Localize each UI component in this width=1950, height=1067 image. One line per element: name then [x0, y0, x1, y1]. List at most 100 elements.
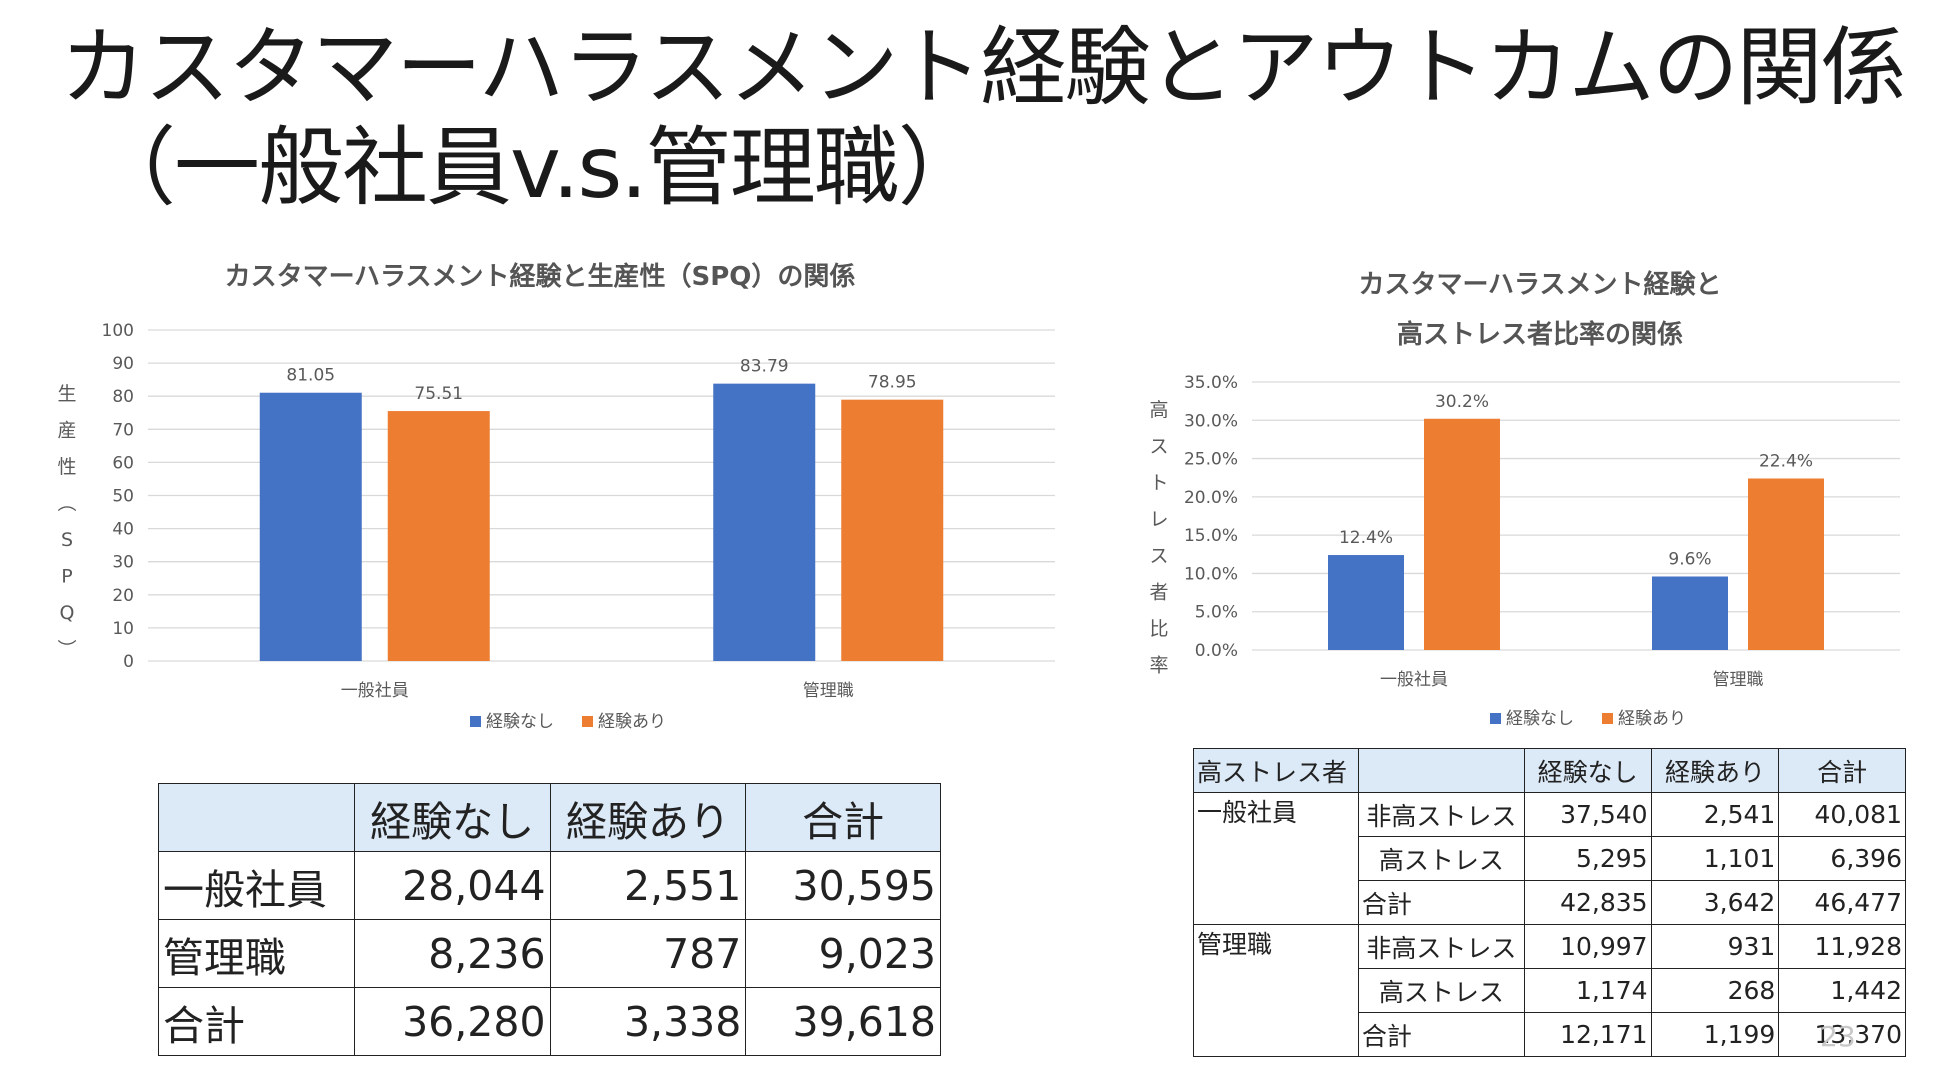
y-tick-label: 90 — [112, 354, 134, 374]
y-axis-label-char: ス — [1149, 436, 1168, 458]
legend-swatch — [1602, 713, 1613, 724]
bar — [1328, 555, 1404, 650]
category-label: 管理職 — [1713, 670, 1764, 690]
legend-label: 経験あり — [1618, 709, 1686, 729]
table-cell: 1,199 — [1650, 1012, 1780, 1057]
y-axis-label-char: S — [61, 529, 73, 551]
table-cell: 1,442 — [1778, 968, 1906, 1013]
table-cell: 合計 — [1357, 880, 1525, 925]
legend-swatch — [582, 716, 593, 727]
bar — [387, 411, 490, 661]
table-row: 合計 42,835 3,642 46,477 — [1194, 880, 1906, 925]
table-cell: 1,101 — [1650, 836, 1780, 881]
y-tick-label: 35.0% — [1184, 373, 1238, 393]
table-cell: 高ストレス — [1357, 968, 1525, 1013]
table-row: 高ストレス 1,174 268 1,442 — [1194, 968, 1906, 1013]
y-tick-label: 30.0% — [1184, 411, 1238, 431]
legend-swatch — [470, 716, 481, 727]
y-axis-label-char: 生 — [57, 383, 76, 405]
chart2-title-line1: カスタマーハラスメント経験と — [1358, 270, 1722, 300]
y-tick-label: 70 — [112, 420, 134, 440]
slide-title-line1: カスタマーハラスメント経験とアウトカムの関係 — [60, 18, 1907, 118]
y-tick-label: 40 — [112, 520, 134, 540]
table-row: 合計 12,171 1,199 13,370 — [1194, 1012, 1906, 1057]
data-label: 12.4% — [1339, 528, 1393, 548]
table-header-cell: 経験あり — [549, 783, 747, 852]
chart2-title-line2: 高ストレス者比率の関係 — [1396, 320, 1683, 350]
bar — [713, 383, 816, 661]
bar — [1652, 576, 1728, 650]
table-cell: 管理職 — [158, 919, 355, 988]
y-tick-label: 10 — [112, 619, 134, 639]
bar — [259, 392, 362, 661]
table-group-label: 管理職 — [1193, 924, 1359, 1057]
table-cell: 787 — [549, 919, 747, 988]
table-header-cell: 経験なし — [353, 783, 551, 852]
legend-label: 経験なし — [1506, 709, 1574, 729]
table-row: 高ストレス 5,295 1,101 6,396 — [1194, 836, 1906, 881]
table-header-row: 高ストレス者 経験なし 経験あり 合計 — [1193, 748, 1906, 793]
table-cell: 高ストレス — [1357, 836, 1525, 881]
y-axis-label-char: ） — [55, 639, 77, 658]
table-header-row: 経験なし 経験あり 合計 — [158, 783, 941, 852]
y-tick-label: 60 — [112, 453, 134, 473]
table-high-stress-counts: 高ストレス者 経験なし 経験あり 合計 一般社員 非高ストレス 37,540 2… — [1193, 748, 1906, 1057]
table-row: 合計 36,280 3,338 39,618 — [158, 987, 941, 1056]
y-axis-label-char: （ — [55, 493, 77, 512]
legend-label: 経験あり — [598, 712, 666, 732]
legend-label: 経験なし — [486, 712, 554, 732]
y-tick-label: 10.0% — [1184, 564, 1238, 584]
bar — [1424, 418, 1500, 650]
data-label: 9.6% — [1668, 549, 1711, 569]
slide-title: カスタマーハラスメント経験とアウトカムの関係 （一般社員v.s.管理職） — [60, 18, 1907, 218]
table-cell: 39,618 — [745, 987, 941, 1056]
table-cell: 1,174 — [1523, 968, 1652, 1013]
page-number: 23 — [1820, 1020, 1856, 1053]
data-label: 78.95 — [868, 373, 917, 393]
slide-title-line2: （一般社員v.s.管理職） — [90, 118, 984, 218]
table-row: 一般社員 非高ストレス 37,540 2,541 40,081 — [1193, 792, 1906, 925]
table-cell: 非高ストレス — [1357, 924, 1525, 969]
category-label: 一般社員 — [341, 681, 409, 701]
table-header-cell: 高ストレス者 — [1193, 748, 1359, 793]
y-tick-label: 0 — [123, 652, 134, 672]
table-cell: 9,023 — [745, 919, 941, 988]
y-axis-label-char: 性 — [57, 456, 76, 478]
table-cell: 12,171 — [1523, 1012, 1652, 1057]
y-axis-label-char: 産 — [57, 420, 76, 442]
data-label: 81.05 — [286, 366, 335, 386]
table-header-cell: 経験なし — [1523, 748, 1652, 793]
category-label: 管理職 — [803, 681, 854, 701]
table-cell: 2,551 — [549, 851, 747, 920]
table-cell: 2,541 — [1650, 792, 1780, 837]
y-tick-label: 30 — [112, 553, 134, 573]
table-header-cell — [1357, 748, 1525, 793]
chart1-productivity: 0 10 20 30 40 50 60 70 80 90 100 81.05 75.51 一般社員 83.7… — [55, 321, 1055, 732]
legend-swatch — [1490, 713, 1501, 724]
table-cell: 13,370 — [1778, 1012, 1906, 1057]
table-cell: 3,642 — [1650, 880, 1780, 925]
y-tick-label: 50 — [112, 487, 134, 507]
table-cell: 30,595 — [745, 851, 941, 920]
y-tick-label: 100 — [102, 321, 134, 341]
table-cell: 6,396 — [1778, 836, 1906, 881]
table-cell: 5,295 — [1523, 836, 1652, 881]
data-label: 30.2% — [1435, 392, 1489, 412]
y-axis-label-char: 者 — [1149, 582, 1168, 604]
table-cell: 10,997 — [1523, 924, 1652, 969]
table-row: 一般社員 28,044 2,551 30,595 — [158, 851, 941, 920]
y-axis-label-char: 率 — [1149, 655, 1168, 677]
table-cell: 8,236 — [353, 919, 551, 988]
table-productivity-counts: 経験なし 経験あり 合計 一般社員 28,044 2,551 30,595 管理… — [158, 783, 941, 1056]
y-tick-label: 20 — [112, 586, 134, 606]
y-axis-label-char: ト — [1149, 472, 1168, 494]
table-cell: 36,280 — [353, 987, 551, 1056]
y-axis-label-char: P — [61, 566, 72, 588]
table-header-cell: 合計 — [1778, 748, 1906, 793]
y-axis-label-char: レ — [1149, 509, 1168, 531]
chart2-high-stress: 0.0% 5.0% 10.0% 15.0% 20.0% 25.0% 30.0% 35.0% 12… — [1149, 373, 1900, 729]
table-cell: 46,477 — [1778, 880, 1906, 925]
data-label: 83.79 — [740, 357, 789, 377]
category-label: 一般社員 — [1380, 670, 1448, 690]
table-row: 管理職 8,236 787 9,023 — [158, 919, 941, 988]
